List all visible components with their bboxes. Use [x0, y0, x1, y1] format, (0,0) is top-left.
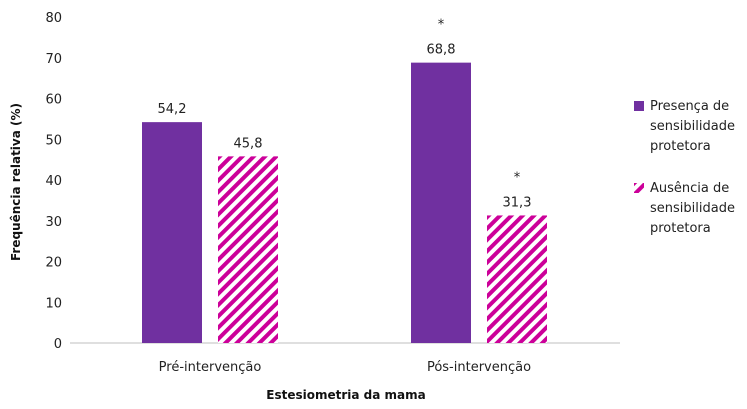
data-label: 45,8	[234, 136, 263, 151]
significance-marker: *	[438, 18, 445, 33]
legend-label: protetora	[650, 221, 711, 236]
data-labels: 54,2 68,8 * 45,8 31,3 *	[158, 18, 532, 211]
y-axis: 0 10 20 30 40 50 60 70 80	[45, 11, 62, 352]
data-label: 54,2	[158, 102, 187, 117]
legend-swatch	[634, 183, 644, 193]
y-tick-label: 40	[45, 174, 62, 189]
x-axis-title: Estesiometria da mama	[266, 388, 425, 402]
data-label: 31,3	[503, 195, 532, 210]
legend-swatch	[634, 101, 644, 111]
legend-label: Ausência de	[650, 181, 729, 196]
bar	[411, 62, 471, 343]
significance-marker: *	[514, 170, 521, 185]
bar	[487, 215, 547, 343]
legend-label: sensibilidade	[650, 201, 735, 216]
y-tick-label: 20	[45, 256, 62, 271]
y-axis-title: Frequência relativa (%)	[9, 103, 23, 261]
y-tick-label: 30	[45, 215, 62, 230]
y-tick-label: 70	[45, 52, 62, 67]
legend-label: protetora	[650, 139, 711, 154]
bar	[218, 156, 278, 343]
data-label: 68,8	[427, 43, 456, 58]
y-tick-label: 60	[45, 93, 62, 108]
y-tick-label: 0	[54, 337, 62, 352]
y-tick-label: 80	[45, 11, 62, 26]
x-tick-label: Pré-intervenção	[159, 360, 262, 375]
y-tick-label: 50	[45, 133, 62, 148]
x-axis: Pré-intervenção Pós-intervenção	[70, 342, 620, 375]
x-tick-label: Pós-intervenção	[427, 360, 531, 375]
bar	[142, 122, 202, 343]
legend: Presença de sensibilidade protetora Ausênci…	[634, 99, 735, 236]
bars	[142, 62, 547, 343]
y-tick-label: 10	[45, 296, 62, 311]
legend-label: sensibilidade	[650, 119, 735, 134]
legend-label: Presença de	[650, 99, 729, 114]
